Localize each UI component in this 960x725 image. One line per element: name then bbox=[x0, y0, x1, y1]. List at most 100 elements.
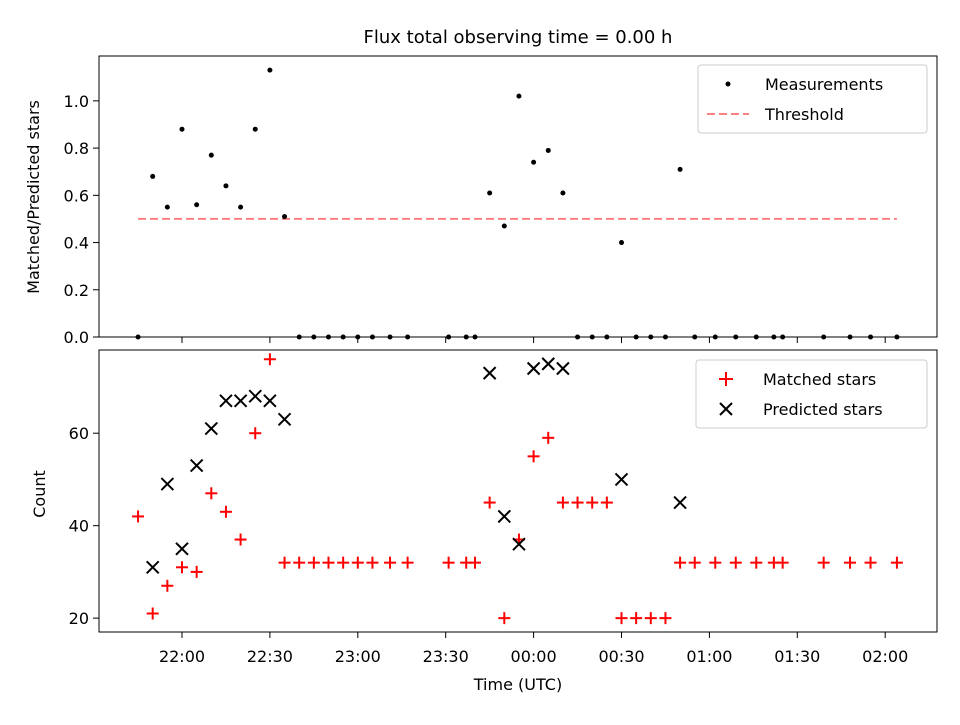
bottom-axes-frame bbox=[98, 349, 938, 633]
bottom-legend-frame bbox=[695, 359, 928, 429]
bottom-ytick-label: 20 bbox=[69, 609, 89, 628]
predicted-star-point-b bbox=[219, 394, 233, 408]
matched-star-point bbox=[483, 496, 496, 509]
bottom-panel: 20 40 60 22:00 22:30 23:00 23:30 00:00 00:30 01:0… bbox=[30, 349, 938, 694]
matched-star-point bbox=[817, 556, 830, 569]
legend-label-threshold: Threshold bbox=[764, 105, 844, 124]
predicted-star-point-b bbox=[204, 421, 219, 436]
matched-star-point bbox=[729, 556, 742, 569]
matched-star-point bbox=[586, 496, 599, 509]
predicted-star-point-b bbox=[497, 509, 512, 524]
top-legend: Measurements Threshold bbox=[697, 64, 928, 134]
predicted-star-point-b bbox=[482, 366, 497, 380]
matched-star-point bbox=[630, 612, 643, 625]
predicted-star-point-b bbox=[145, 560, 160, 574]
top-legend-frame bbox=[697, 64, 928, 134]
top-ticks: 0.0 0.2 0.4 0.6 0.8 1.0 bbox=[64, 92, 886, 347]
predicted-star-point bbox=[277, 412, 292, 427]
top-axes-frame bbox=[98, 55, 938, 338]
measurement-point bbox=[179, 126, 185, 132]
bottom-legend: Matched stars Predicted stars bbox=[695, 359, 928, 429]
bottom-xtick-label: 00:30 bbox=[598, 647, 644, 666]
matched-star-point bbox=[307, 556, 320, 569]
bottom-marks bbox=[132, 353, 903, 625]
measurement-point bbox=[677, 166, 683, 172]
measurement-point bbox=[516, 93, 522, 99]
matched-star-point bbox=[219, 505, 232, 518]
predicted-star-point bbox=[145, 560, 160, 574]
matched-star-point bbox=[469, 556, 481, 569]
measurement-point bbox=[545, 147, 551, 153]
predicted-star-point bbox=[233, 394, 248, 408]
matched-star-point bbox=[688, 556, 701, 569]
matched-star-point bbox=[674, 556, 687, 569]
bottom-xtick-label: 01:30 bbox=[774, 647, 820, 666]
predicted-star-point-b bbox=[512, 537, 526, 551]
predicted-star-point bbox=[673, 495, 687, 510]
bottom-xtick-label: 22:00 bbox=[159, 647, 205, 666]
predicted-star-point bbox=[497, 509, 512, 524]
matched-star-point bbox=[571, 496, 584, 509]
matched-star-point bbox=[750, 556, 763, 569]
matched-star-point bbox=[132, 510, 145, 523]
matched-star-point bbox=[542, 431, 555, 444]
measurement-point bbox=[223, 183, 229, 189]
measurement-point bbox=[164, 204, 170, 210]
matched-star-point bbox=[249, 427, 262, 440]
bottom-xtick-label: 23:00 bbox=[335, 647, 381, 666]
bottom-xtick-label: 02:00 bbox=[862, 647, 908, 666]
matched-star-point bbox=[644, 612, 657, 625]
bottom-xtick-label: 00:00 bbox=[511, 647, 557, 666]
matched-star-point bbox=[234, 533, 247, 546]
matched-star-point bbox=[776, 556, 789, 569]
measurement-point bbox=[238, 204, 244, 210]
legend-marker-matched-stars bbox=[719, 372, 733, 386]
matched-star-point bbox=[864, 556, 877, 569]
bottom-ytick-label: 40 bbox=[69, 517, 89, 536]
predicted-star-point-b bbox=[526, 361, 541, 376]
predicted-star-point bbox=[614, 472, 629, 487]
predicted-star-point bbox=[263, 394, 277, 408]
matched-star-point bbox=[190, 565, 203, 578]
measurement-point bbox=[267, 67, 273, 73]
measurement-point bbox=[531, 159, 537, 165]
legend-marker-measurements bbox=[725, 81, 731, 87]
measurement-point bbox=[194, 202, 200, 208]
bottom-xtick-label: 01:00 bbox=[686, 647, 732, 666]
predicted-star-point bbox=[541, 357, 555, 371]
predicted-star-point-b bbox=[160, 477, 175, 491]
predicted-star-point-b bbox=[175, 542, 189, 556]
top-ytick-label: 1.0 bbox=[64, 92, 89, 111]
matched-star-point bbox=[498, 612, 511, 625]
top-ytick-label: 0.8 bbox=[64, 139, 89, 158]
top-ytick-label: 0.4 bbox=[64, 234, 89, 253]
matched-star-point bbox=[600, 496, 613, 509]
matched-star-point bbox=[659, 612, 672, 625]
matched-star-point bbox=[709, 556, 722, 569]
bottom-xtick-label: 22:30 bbox=[247, 647, 293, 666]
matched-star-point bbox=[442, 556, 455, 569]
measurement-point bbox=[619, 240, 624, 246]
legend-marker-predicted-stars bbox=[719, 402, 733, 416]
predicted-star-point bbox=[248, 389, 262, 403]
legend-label-matched-stars: Matched stars bbox=[763, 370, 876, 389]
predicted-star-point-b bbox=[541, 357, 555, 371]
top-ytick-label: 0.6 bbox=[64, 186, 89, 205]
matched-star-point bbox=[293, 556, 306, 569]
legend-label-measurements: Measurements bbox=[765, 75, 883, 94]
predicted-star-point-b bbox=[189, 458, 204, 473]
measurement-point bbox=[282, 214, 288, 220]
predicted-star-point-b bbox=[263, 394, 277, 408]
predicted-star-point-b bbox=[233, 394, 248, 408]
matched-star-point bbox=[337, 556, 350, 569]
predicted-star-point bbox=[556, 361, 570, 376]
predicted-star-point bbox=[160, 477, 175, 491]
measurement-point bbox=[150, 173, 156, 179]
predicted-star-point bbox=[219, 394, 233, 408]
matched-star-point bbox=[205, 487, 218, 500]
measurement-point bbox=[252, 126, 258, 132]
bottom-xtick-label: 23:30 bbox=[423, 647, 469, 666]
bottom-ytick-label: 60 bbox=[69, 424, 89, 443]
matched-star-point bbox=[263, 353, 276, 366]
